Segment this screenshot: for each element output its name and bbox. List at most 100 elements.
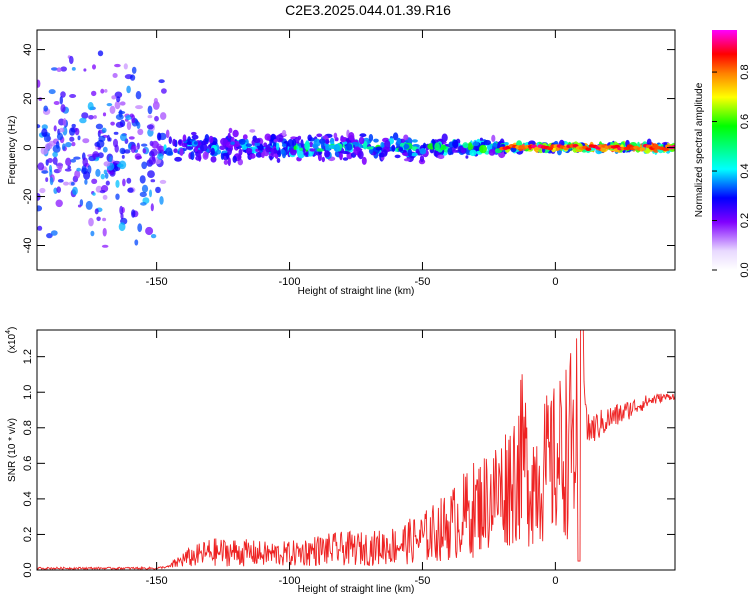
spectrogram-cell xyxy=(39,187,46,194)
spectrogram-cell xyxy=(152,101,160,110)
spectrogram-cell xyxy=(41,170,49,174)
spectrogram-cell xyxy=(348,132,355,141)
spectrogram-cell xyxy=(37,205,43,212)
spectrogram-cell xyxy=(153,97,158,104)
spectrogram-cell xyxy=(287,139,294,148)
spectrogram-cell xyxy=(269,155,273,161)
spectrogram-cell xyxy=(281,143,287,148)
spectrogram-cell xyxy=(94,208,99,215)
spectrogram-cell xyxy=(52,151,58,158)
spectrogram-cell xyxy=(161,88,167,94)
spectrogram-cell xyxy=(239,138,246,145)
spectrogram-cell xyxy=(119,147,126,155)
spectrogram-cell xyxy=(380,141,385,149)
spectrogram-cell xyxy=(462,142,469,149)
spectrogram-frame xyxy=(36,29,676,271)
spectrogram-cell xyxy=(45,177,49,183)
spectrogram-cell xyxy=(245,143,253,147)
spectrogram-cell xyxy=(56,162,64,170)
spectrogram-cell xyxy=(101,127,107,133)
spectrogram-cell xyxy=(112,73,118,78)
snr-panel: -150 -100 -50 0 0.0 0.2 0.4 0.6 0.8 1.0 1.2 Height… xyxy=(5,327,676,595)
spectrogram-ytick-label: 40 xyxy=(22,43,34,55)
spectrogram-cell xyxy=(79,199,84,207)
spectrogram-cell xyxy=(410,152,418,157)
snr-marks xyxy=(37,330,675,570)
spectrogram-cell xyxy=(81,112,89,119)
spectrogram-cell xyxy=(100,173,106,180)
spectrogram-ytick-label: 0 xyxy=(22,144,34,150)
spectrogram-cell xyxy=(264,133,272,141)
spectrogram-cell xyxy=(259,143,264,151)
spectrogram-cell xyxy=(37,124,41,129)
spectrogram-cell xyxy=(137,128,144,136)
spectrogram-cell xyxy=(92,64,96,70)
spectrogram-cell xyxy=(77,204,82,208)
spectrogram-cell xyxy=(174,156,183,162)
spectrogram-cell xyxy=(265,144,271,153)
spectrogram-xtick-label: 0 xyxy=(552,276,558,288)
spectrogram-cell xyxy=(150,203,154,212)
spectrogram-cell xyxy=(366,146,374,150)
spectrogram-cell xyxy=(130,74,136,81)
snr-xtick-label: -100 xyxy=(279,575,301,587)
spectrogram-cell xyxy=(96,216,101,222)
spectrogram-cell xyxy=(375,146,383,151)
spectrogram-cell xyxy=(210,156,217,163)
spectrogram-cell xyxy=(137,223,143,233)
spectrogram-cell xyxy=(193,141,198,145)
spectrogram-cell xyxy=(333,132,338,139)
spectrogram-cell xyxy=(65,142,72,148)
spectrogram-cell xyxy=(187,136,192,145)
spectrogram-cell xyxy=(150,234,157,239)
spectrogram-cell xyxy=(56,132,64,141)
spectrogram-cell xyxy=(223,159,229,165)
spectrogram-cell xyxy=(128,136,135,140)
spectrogram-cell xyxy=(249,153,256,159)
spectrogram-cell xyxy=(121,154,125,159)
spectrogram-cell xyxy=(115,114,124,120)
spectrogram-cell xyxy=(202,151,209,160)
spectrogram-cell xyxy=(403,143,410,150)
spectrogram-cell xyxy=(107,134,110,142)
spectrogram-cell xyxy=(381,149,388,157)
spectrogram-cell xyxy=(114,144,119,153)
spectrogram-cell xyxy=(95,168,101,177)
colorbar: 0.0 0.2 0.4 0.6 0.8 Normalized spectral ampl… xyxy=(694,30,750,278)
spectrogram-cell xyxy=(92,192,96,196)
spectrogram-cell xyxy=(64,168,72,172)
spectrogram-cell xyxy=(60,91,66,98)
spectrogram-cell xyxy=(434,142,440,151)
spectrogram-cell xyxy=(300,139,304,148)
spectrogram-ylabel: Frequency (Hz) xyxy=(7,116,18,185)
spectrogram-cell xyxy=(492,142,498,148)
spectrogram-cell xyxy=(290,148,297,156)
spectrogram-xlabel: Height of straight line (km) xyxy=(298,286,415,297)
spectrogram-cell xyxy=(139,175,146,184)
spectrogram-cell xyxy=(56,67,62,72)
spectrogram-cell xyxy=(451,149,459,153)
spectrogram-cell xyxy=(83,68,87,72)
spectrogram-cell xyxy=(73,156,81,160)
spectrogram-cell xyxy=(62,118,67,127)
spectrogram-cell xyxy=(71,141,76,147)
spectrogram-cell xyxy=(368,148,374,155)
spectrogram-cell xyxy=(114,101,121,110)
spectrogram-cell xyxy=(452,139,459,149)
spectrogram-cell xyxy=(150,179,156,183)
spectrogram-cell xyxy=(384,139,391,149)
spectrogram-cell xyxy=(276,158,281,163)
spectrogram-cell xyxy=(147,105,153,115)
spectrogram-cell xyxy=(339,152,343,161)
spectrogram-cell xyxy=(282,129,287,137)
spectrogram-cell xyxy=(230,141,235,145)
spectrogram-cell xyxy=(37,225,43,231)
spectrogram-cell xyxy=(91,90,97,97)
spectrogram-cell xyxy=(126,177,132,184)
spectrogram-cell xyxy=(147,170,155,179)
colorbar-tick-label: 0.8 xyxy=(739,64,750,79)
spectrogram-cell xyxy=(415,148,420,154)
snr-scale-factor: (x104) xyxy=(5,327,18,354)
spectrogram-cell xyxy=(43,105,48,112)
spectrogram-cell xyxy=(62,143,66,151)
